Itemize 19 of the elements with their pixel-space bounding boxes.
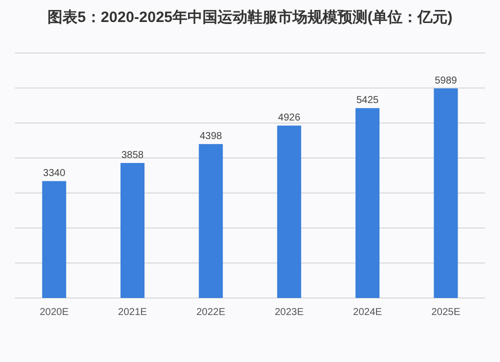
x-tick-label: 2025E — [431, 307, 461, 318]
data-label: 3340 — [43, 168, 66, 180]
x-tick-label: 2023E — [274, 307, 304, 318]
x-tick-label: 2020E — [40, 307, 69, 318]
bar — [42, 181, 66, 298]
data-label: 4926 — [278, 112, 301, 124]
bar — [198, 144, 223, 298]
bar — [277, 126, 302, 298]
data-label: 4398 — [200, 131, 222, 142]
x-tick-label: 2022E — [196, 307, 226, 318]
data-label: 5989 — [434, 75, 458, 86]
data-label: 3858 — [121, 150, 144, 161]
chart-title: 图表5：2020-2025年中国运动鞋服市场规模预测(单位：亿元) — [47, 8, 453, 26]
x-tick-label: 2024E — [353, 307, 382, 318]
x-tick-label: 2021E — [118, 307, 148, 318]
bar — [120, 162, 144, 298]
bar — [356, 108, 380, 298]
data-label: 5425 — [356, 95, 380, 106]
bar — [434, 88, 458, 298]
